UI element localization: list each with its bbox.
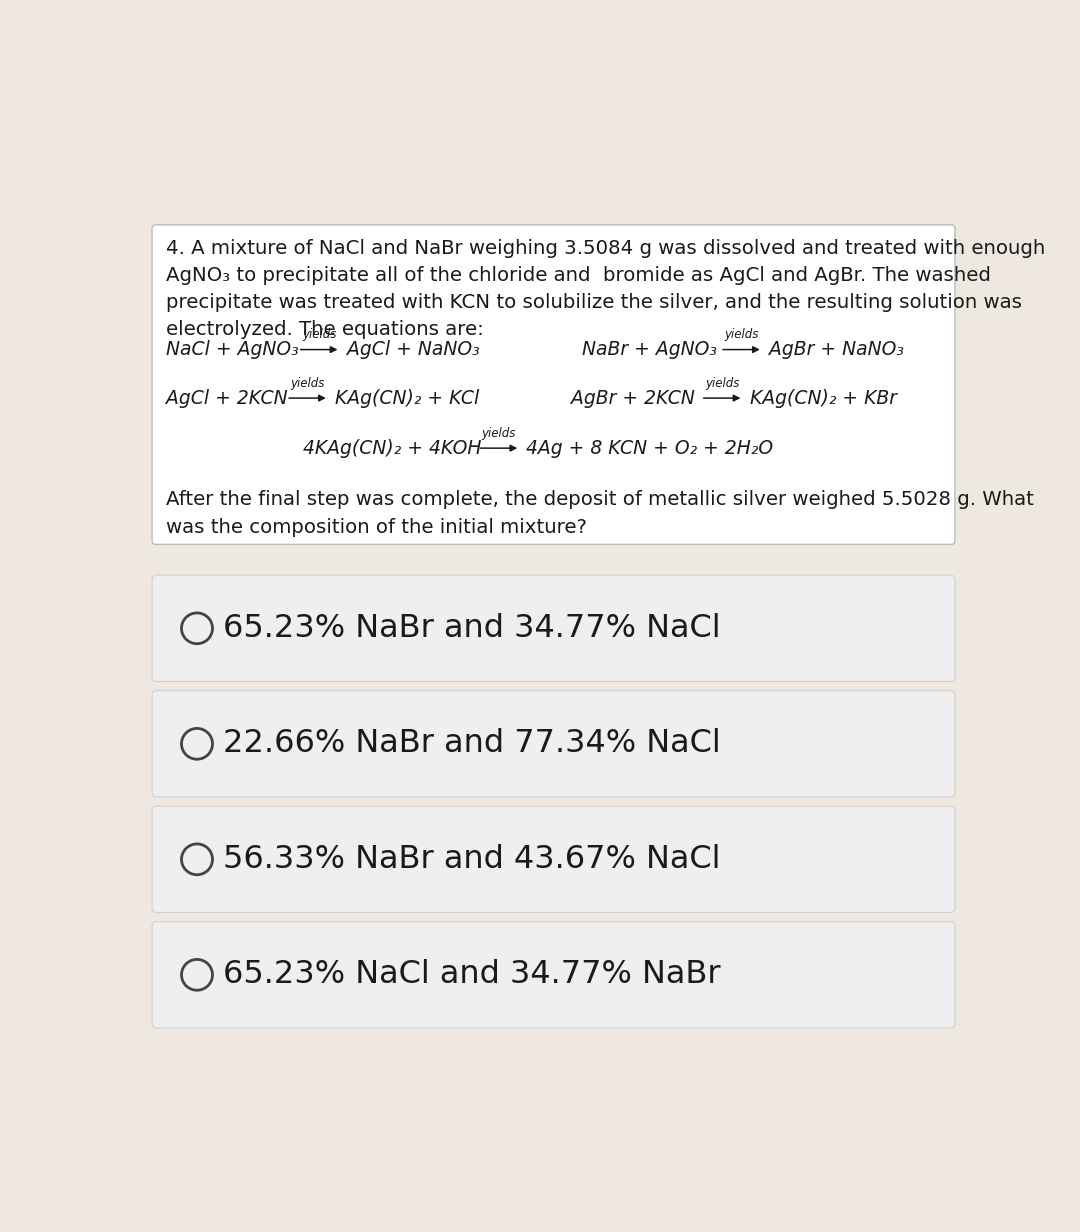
Text: 22.66% NaBr and 77.34% NaCl: 22.66% NaBr and 77.34% NaCl: [224, 728, 721, 759]
Text: yields: yields: [302, 328, 336, 341]
Text: yields: yields: [705, 377, 739, 389]
Text: After the final step was complete, the deposit of metallic silver weighed 5.5028: After the final step was complete, the d…: [166, 490, 1034, 537]
FancyBboxPatch shape: [152, 575, 955, 681]
Text: KAg(CN)₂ + KCl: KAg(CN)₂ + KCl: [335, 388, 480, 408]
Text: 4. A mixture of NaCl and NaBr weighing 3.5084 g was dissolved and treated with e: 4. A mixture of NaCl and NaBr weighing 3…: [166, 239, 1045, 340]
Text: 56.33% NaBr and 43.67% NaCl: 56.33% NaBr and 43.67% NaCl: [224, 844, 720, 875]
Text: yields: yields: [482, 426, 516, 440]
Text: 4Ag + 8 KCN + O₂ + 2H₂O: 4Ag + 8 KCN + O₂ + 2H₂O: [526, 439, 773, 457]
Text: NaCl + AgNO₃: NaCl + AgNO₃: [166, 340, 299, 359]
Text: yields: yields: [291, 377, 325, 389]
FancyBboxPatch shape: [152, 691, 955, 797]
Text: AgBr + 2KCN: AgBr + 2KCN: [570, 388, 694, 408]
Text: yields: yields: [725, 328, 758, 341]
FancyBboxPatch shape: [152, 806, 955, 913]
Text: KAg(CN)₂ + KBr: KAg(CN)₂ + KBr: [750, 388, 896, 408]
Text: AgCl + NaNO₃: AgCl + NaNO₃: [347, 340, 480, 359]
Text: AgBr + NaNO₃: AgBr + NaNO₃: [769, 340, 904, 359]
Text: 4KAg(CN)₂ + 4KOH: 4KAg(CN)₂ + 4KOH: [303, 439, 482, 457]
Text: NaBr + AgNO₃: NaBr + AgNO₃: [582, 340, 717, 359]
Text: 65.23% NaBr and 34.77% NaCl: 65.23% NaBr and 34.77% NaCl: [224, 612, 721, 644]
Text: AgCl + 2KCN: AgCl + 2KCN: [166, 388, 287, 408]
FancyBboxPatch shape: [152, 224, 955, 545]
Text: 65.23% NaCl and 34.77% NaBr: 65.23% NaCl and 34.77% NaBr: [224, 960, 721, 991]
FancyBboxPatch shape: [152, 922, 955, 1027]
